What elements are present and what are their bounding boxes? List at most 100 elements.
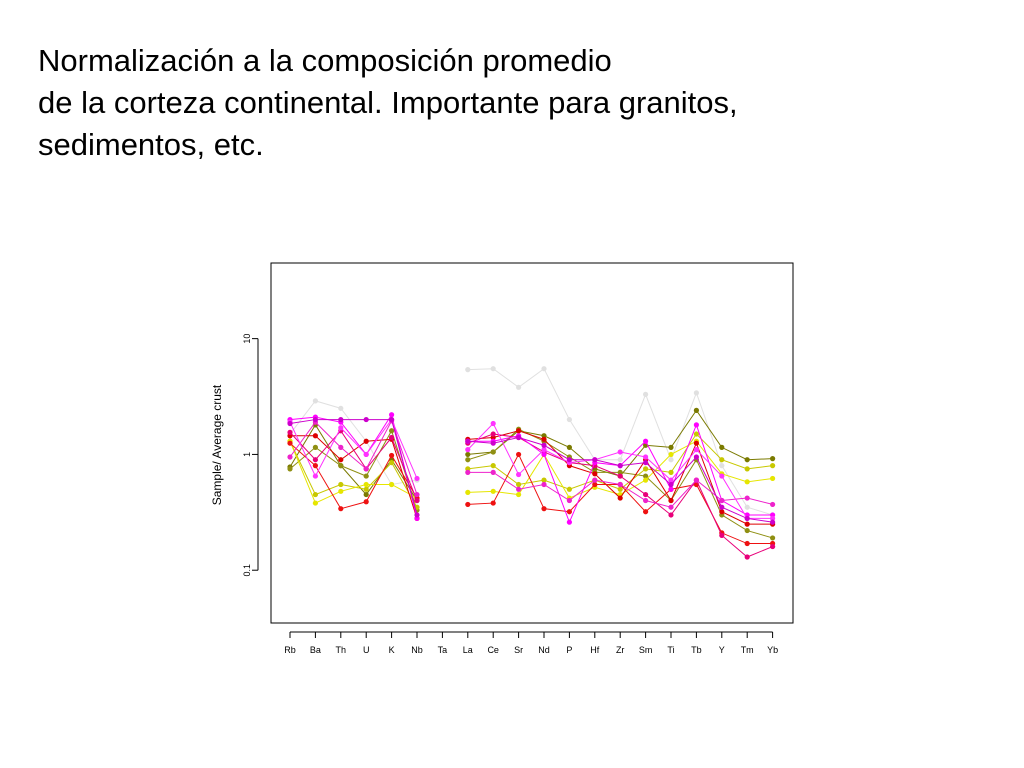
data-point bbox=[668, 451, 674, 458]
data-point bbox=[490, 431, 496, 437]
series-line bbox=[289, 418, 418, 479]
data-point bbox=[592, 471, 598, 477]
series-line bbox=[289, 429, 418, 511]
data-point bbox=[414, 491, 420, 498]
data-point bbox=[516, 471, 522, 478]
series-line bbox=[289, 441, 418, 504]
data-point bbox=[643, 466, 649, 472]
data-point bbox=[490, 488, 496, 494]
y-tick-label: 10 bbox=[242, 334, 252, 344]
data-point bbox=[465, 447, 471, 453]
data-point bbox=[414, 512, 420, 518]
data-point bbox=[287, 440, 293, 446]
data-point bbox=[617, 457, 623, 463]
data-point bbox=[465, 457, 471, 463]
data-point bbox=[287, 429, 293, 435]
x-tick-label: La bbox=[463, 645, 473, 655]
data-point bbox=[490, 420, 496, 427]
data-point bbox=[312, 473, 318, 479]
x-tick-label: Y bbox=[719, 645, 725, 655]
data-point bbox=[312, 416, 318, 423]
series-line bbox=[289, 429, 418, 501]
data-point bbox=[389, 481, 395, 488]
data-point bbox=[693, 431, 700, 437]
data-point bbox=[643, 473, 649, 479]
data-point bbox=[668, 477, 674, 483]
data-point bbox=[465, 469, 471, 475]
series-line bbox=[289, 441, 418, 508]
x-tick-label: U bbox=[363, 645, 370, 655]
data-point bbox=[770, 463, 776, 469]
data-point bbox=[465, 438, 471, 444]
series-line bbox=[289, 419, 418, 516]
series-layer bbox=[287, 366, 776, 560]
slide-title: Normalización a la composición promedio … bbox=[38, 40, 998, 166]
data-point bbox=[566, 416, 573, 423]
data-point bbox=[617, 449, 623, 455]
data-point bbox=[541, 506, 547, 512]
x-tick-label: Tm bbox=[741, 645, 754, 655]
data-point bbox=[617, 469, 623, 475]
data-point bbox=[338, 444, 344, 450]
data-point bbox=[338, 405, 344, 411]
x-tick-label: Th bbox=[336, 645, 347, 655]
data-point bbox=[389, 459, 395, 466]
data-point bbox=[643, 438, 649, 444]
data-point bbox=[465, 367, 471, 373]
data-point bbox=[617, 463, 623, 469]
x-tick-label: Sm bbox=[639, 645, 653, 655]
data-point bbox=[363, 486, 369, 492]
data-point bbox=[490, 366, 496, 372]
y-tick-label: 1 bbox=[242, 452, 252, 457]
data-point bbox=[389, 434, 395, 441]
data-point bbox=[693, 440, 700, 446]
series-12 bbox=[287, 416, 776, 525]
data-point bbox=[566, 509, 573, 515]
x-tick-label: Ce bbox=[487, 645, 499, 655]
data-point bbox=[668, 497, 674, 504]
y-tick-label: 0.1 bbox=[242, 564, 252, 577]
data-point bbox=[312, 433, 318, 439]
x-tick-label: Nd bbox=[538, 645, 550, 655]
data-point bbox=[770, 501, 776, 508]
slide-title-line-2: de la corteza continental. Importante pa… bbox=[38, 84, 738, 120]
data-point bbox=[516, 451, 522, 458]
data-point bbox=[668, 486, 674, 492]
data-point bbox=[719, 473, 725, 479]
data-point bbox=[693, 422, 700, 428]
data-point bbox=[643, 454, 649, 460]
data-point bbox=[363, 466, 369, 472]
data-point bbox=[541, 433, 547, 439]
plot-frame bbox=[270, 262, 794, 624]
data-point bbox=[668, 481, 674, 488]
data-point bbox=[744, 527, 750, 534]
series-11 bbox=[287, 416, 776, 522]
data-point bbox=[363, 481, 369, 488]
data-point bbox=[744, 554, 750, 560]
data-point bbox=[516, 481, 522, 488]
data-point bbox=[389, 416, 395, 423]
data-point bbox=[516, 434, 522, 441]
series-3 bbox=[287, 426, 776, 541]
data-point bbox=[668, 457, 674, 463]
data-point bbox=[693, 454, 700, 460]
x-tick-label: Yb bbox=[767, 645, 778, 655]
data-point bbox=[363, 416, 369, 423]
data-point bbox=[541, 366, 547, 372]
data-point bbox=[287, 466, 293, 472]
data-point bbox=[693, 447, 700, 453]
data-point bbox=[719, 504, 725, 510]
data-point bbox=[770, 475, 776, 482]
data-point bbox=[668, 512, 674, 518]
x-tick-label: Tb bbox=[691, 645, 702, 655]
data-point bbox=[770, 543, 776, 550]
data-point bbox=[744, 479, 750, 485]
data-point bbox=[643, 391, 649, 397]
data-point bbox=[693, 407, 700, 413]
x-tick-label: Sr bbox=[514, 645, 523, 655]
data-point bbox=[770, 456, 776, 462]
data-point bbox=[338, 425, 344, 431]
data-point bbox=[566, 486, 573, 492]
data-point bbox=[338, 457, 344, 463]
data-point bbox=[668, 469, 674, 475]
